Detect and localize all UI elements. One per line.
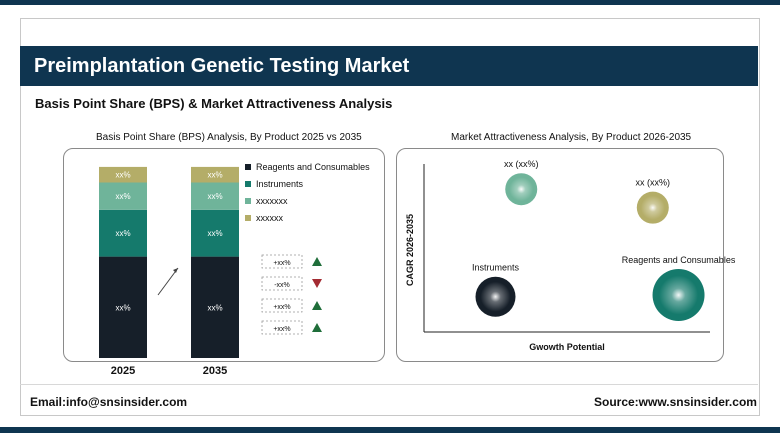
bar-segment-2025-1 <box>99 209 147 257</box>
bar-segment-2035-0 <box>191 256 239 358</box>
down-triangle-icon-1 <box>312 279 322 288</box>
bubble-highlight-0 <box>509 177 534 202</box>
bar-segment-2035-3 <box>191 166 239 183</box>
growth-arrow-head <box>173 268 178 273</box>
bar-segment-2035-2 <box>191 182 239 210</box>
bps-chart-title: Basis Point Share (BPS) Analysis, By Pro… <box>96 132 362 143</box>
change-box-1 <box>261 276 303 291</box>
bar-segment-2035-1 <box>191 209 239 257</box>
bubble-highlight-2 <box>480 281 511 312</box>
bubble-label-3: Reagents and Consumables <box>622 255 736 265</box>
legend-label-2: xxxxxxx <box>256 196 288 206</box>
title-banner-extension <box>416 46 758 86</box>
page-subtitle: Basis Point Share (BPS) & Market Attract… <box>35 96 393 111</box>
bar-label-2035-2: xx% <box>207 192 222 201</box>
legend-label-3: xxxxxx <box>256 213 284 223</box>
bar-label-2035-0: xx% <box>207 303 222 312</box>
change-label-1: -xx% <box>274 282 290 289</box>
legend-swatch-0 <box>245 164 251 170</box>
legend-label-1: Instruments <box>256 179 304 189</box>
legend-swatch-2 <box>245 198 251 204</box>
bottom-accent-bar <box>0 427 780 433</box>
bar-segment-2025-0 <box>99 256 147 358</box>
bar-label-2025-1: xx% <box>115 229 130 238</box>
y-axis-label: CAGR 2026-2035 <box>405 214 415 286</box>
bubble-highlight-1 <box>640 195 665 220</box>
up-triangle-icon-0 <box>312 257 322 266</box>
up-triangle-icon-2 <box>312 301 322 310</box>
bar-segment-2025-2 <box>99 182 147 210</box>
change-box-3 <box>261 320 303 335</box>
attractiveness-chart-title: Market Attractiveness Analysis, By Produ… <box>451 132 692 143</box>
legend-label-0: Reagents and Consumables <box>256 162 370 172</box>
bubble-label-2: Instruments <box>472 263 520 273</box>
bar-segment-2025-3 <box>99 166 147 183</box>
growth-arrow-line <box>157 267 179 296</box>
bar-label-2025-0: xx% <box>115 303 130 312</box>
bubble-label-1: xx (xx%) <box>636 178 671 188</box>
bubble-label-0: xx (xx%) <box>504 159 539 169</box>
top-accent-bar <box>0 0 780 5</box>
x-tick-2025: 2025 <box>111 365 135 377</box>
x-axis-label: Gwowth Potential <box>529 342 605 352</box>
footer-source: Source:www.snsinsider.com <box>594 395 757 409</box>
footer-divider <box>20 384 758 385</box>
attractiveness-chart-panel <box>396 148 724 362</box>
change-box-2 <box>261 298 303 313</box>
change-label-2: +xx% <box>273 304 290 311</box>
bar-label-2035-3: xx% <box>207 171 222 180</box>
bubble-highlight-3 <box>659 275 699 315</box>
change-box-0 <box>261 254 303 269</box>
bar-label-2035-1: xx% <box>207 229 222 238</box>
x-tick-2035: 2035 <box>203 365 227 377</box>
up-triangle-icon-3 <box>312 323 322 332</box>
page-title: Preimplantation Genetic Testing Market <box>20 46 416 86</box>
legend-swatch-1 <box>245 181 251 187</box>
bar-label-2025-3: xx% <box>115 171 130 180</box>
legend-swatch-3 <box>245 215 251 221</box>
change-label-3: +xx% <box>273 326 290 333</box>
footer-email: Email:info@snsinsider.com <box>30 395 188 409</box>
change-label-0: +xx% <box>273 260 290 267</box>
bar-label-2025-2: xx% <box>115 192 130 201</box>
